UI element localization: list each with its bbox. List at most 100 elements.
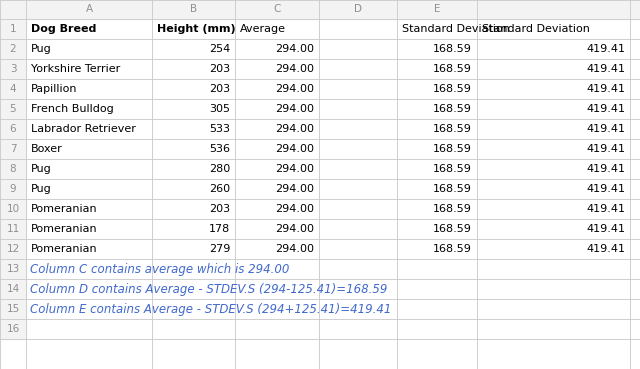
Text: 419.41: 419.41 [586,164,625,174]
Text: Column C contains average which is 294.00: Column C contains average which is 294.0… [30,262,289,276]
Text: 254: 254 [209,44,230,54]
Text: 419.41: 419.41 [586,184,625,194]
Text: 168.59: 168.59 [433,44,472,54]
Bar [0,199,26,219]
Text: Pug: Pug [31,184,52,194]
Text: 168.59: 168.59 [433,124,472,134]
Text: Dog Breed: Dog Breed [31,24,97,34]
Bar [0,159,26,179]
Text: Pug: Pug [31,164,52,174]
Text: 2: 2 [10,44,16,54]
Text: 260: 260 [209,184,230,194]
Text: 11: 11 [6,224,20,234]
Text: 294.00: 294.00 [275,224,314,234]
Text: Standard Deviation: Standard Deviation [482,24,590,34]
Text: 279: 279 [209,244,230,254]
Text: 8: 8 [10,164,16,174]
Text: 168.59: 168.59 [433,244,472,254]
Text: D: D [354,4,362,14]
Bar [0,139,26,159]
Text: 294.00: 294.00 [275,184,314,194]
Text: C: C [273,4,281,14]
Bar [0,39,26,59]
Text: 294.00: 294.00 [275,124,314,134]
Text: 305: 305 [209,104,230,114]
Text: 294.00: 294.00 [275,144,314,154]
Text: Standard Deviation: Standard Deviation [402,24,510,34]
Text: 294.00: 294.00 [275,44,314,54]
Text: 536: 536 [209,144,230,154]
Text: 14: 14 [6,284,20,294]
Text: 168.59: 168.59 [433,64,472,74]
Text: 419.41: 419.41 [586,244,625,254]
Text: 294.00: 294.00 [275,64,314,74]
Text: Pomeranian: Pomeranian [31,204,98,214]
Bar [0,0,640,19]
Bar [0,259,26,279]
Text: 1: 1 [10,24,16,34]
Text: 294.00: 294.00 [275,84,314,94]
Bar [0,19,26,39]
Bar [0,279,26,299]
Text: 419.41: 419.41 [586,224,625,234]
Text: 15: 15 [6,304,20,314]
Text: Column E contains Average - STDEV.S (294+125.41)=419.41: Column E contains Average - STDEV.S (294… [30,303,392,315]
Text: 294.00: 294.00 [275,104,314,114]
Text: 203: 203 [209,64,230,74]
Text: French Bulldog: French Bulldog [31,104,114,114]
Text: 419.41: 419.41 [586,44,625,54]
Text: 5: 5 [10,104,16,114]
Text: 9: 9 [10,184,16,194]
Bar [0,59,26,79]
Text: 168.59: 168.59 [433,84,472,94]
Bar [0,319,26,339]
Bar [0,299,26,319]
Text: 168.59: 168.59 [433,104,472,114]
Text: Pomeranian: Pomeranian [31,224,98,234]
Text: 280: 280 [209,164,230,174]
Text: 294.00: 294.00 [275,164,314,174]
Text: 3: 3 [10,64,16,74]
Text: 203: 203 [209,84,230,94]
Text: 419.41: 419.41 [586,64,625,74]
Text: 419.41: 419.41 [586,204,625,214]
Text: 168.59: 168.59 [433,144,472,154]
Bar [0,99,26,119]
Bar [0,79,26,99]
Text: Pug: Pug [31,44,52,54]
Text: Column D contains Average - STDEV.S (294-125.41)=168.59: Column D contains Average - STDEV.S (294… [30,283,387,296]
Text: 13: 13 [6,264,20,274]
Bar [0,179,26,199]
Text: E: E [434,4,440,14]
Text: Average: Average [240,24,286,34]
Text: 419.41: 419.41 [586,124,625,134]
Text: Labrador Retriever: Labrador Retriever [31,124,136,134]
Text: 16: 16 [6,324,20,334]
Text: Height (mm): Height (mm) [157,24,236,34]
Text: 10: 10 [6,204,20,214]
Bar [0,239,26,259]
Text: Pomeranian: Pomeranian [31,244,98,254]
Text: 294.00: 294.00 [275,244,314,254]
Text: 419.41: 419.41 [586,144,625,154]
Text: Yorkshire Terrier: Yorkshire Terrier [31,64,120,74]
Text: 168.59: 168.59 [433,204,472,214]
Text: B: B [190,4,197,14]
Text: 419.41: 419.41 [586,104,625,114]
Text: 294.00: 294.00 [275,204,314,214]
Text: Boxer: Boxer [31,144,63,154]
Text: 178: 178 [209,224,230,234]
Text: 533: 533 [209,124,230,134]
Text: Papillion: Papillion [31,84,77,94]
Text: 168.59: 168.59 [433,184,472,194]
Text: 4: 4 [10,84,16,94]
Text: 7: 7 [10,144,16,154]
Text: A: A [85,4,93,14]
Text: 203: 203 [209,204,230,214]
Bar [0,219,26,239]
Text: 419.41: 419.41 [586,84,625,94]
Text: 168.59: 168.59 [433,224,472,234]
Text: 12: 12 [6,244,20,254]
Text: 6: 6 [10,124,16,134]
Bar [0,119,26,139]
